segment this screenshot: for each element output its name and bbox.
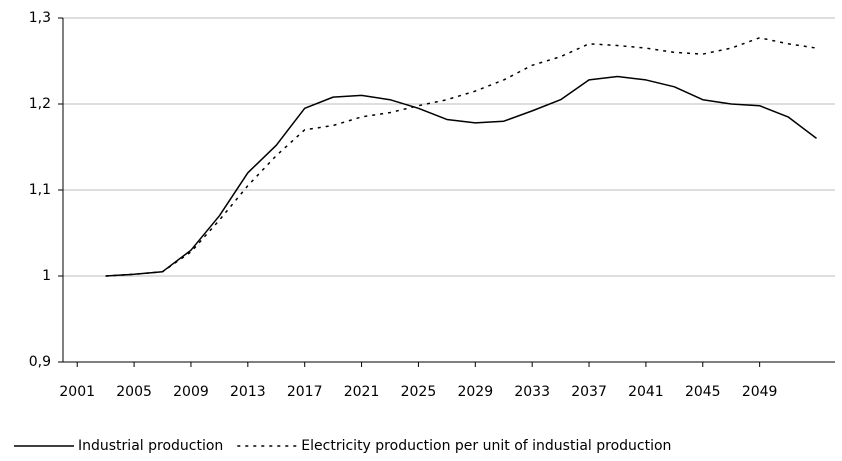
- legend-label: Industrial production: [78, 438, 223, 454]
- x-tick-label: 2049: [742, 384, 778, 400]
- series-line: [105, 75, 817, 277]
- x-tick-label: 2021: [344, 384, 380, 400]
- x-tick-label: 2017: [287, 384, 323, 400]
- x-tick-label: 2037: [571, 384, 607, 400]
- y-tick-label: 1,1: [29, 182, 51, 198]
- x-tick-label: 2045: [685, 384, 721, 400]
- y-tick-label: 1,2: [29, 96, 51, 112]
- x-tick-label: 2009: [173, 384, 209, 400]
- x-tick-label: 2029: [457, 384, 493, 400]
- x-tick-label: 2025: [401, 384, 437, 400]
- x-tick-label: 2001: [59, 384, 95, 400]
- x-tick-label: 2033: [514, 384, 550, 400]
- y-tick-label: 1: [42, 268, 51, 284]
- x-tick-label: 2041: [628, 384, 664, 400]
- x-tick-label: 2005: [116, 384, 152, 400]
- y-tick-label: 0,9: [29, 354, 51, 370]
- x-tick-label: 2013: [230, 384, 266, 400]
- y-tick-label: 1,3: [29, 10, 51, 26]
- series-line: [105, 37, 817, 277]
- legend-label: Electricity production per unit of indus…: [301, 438, 671, 454]
